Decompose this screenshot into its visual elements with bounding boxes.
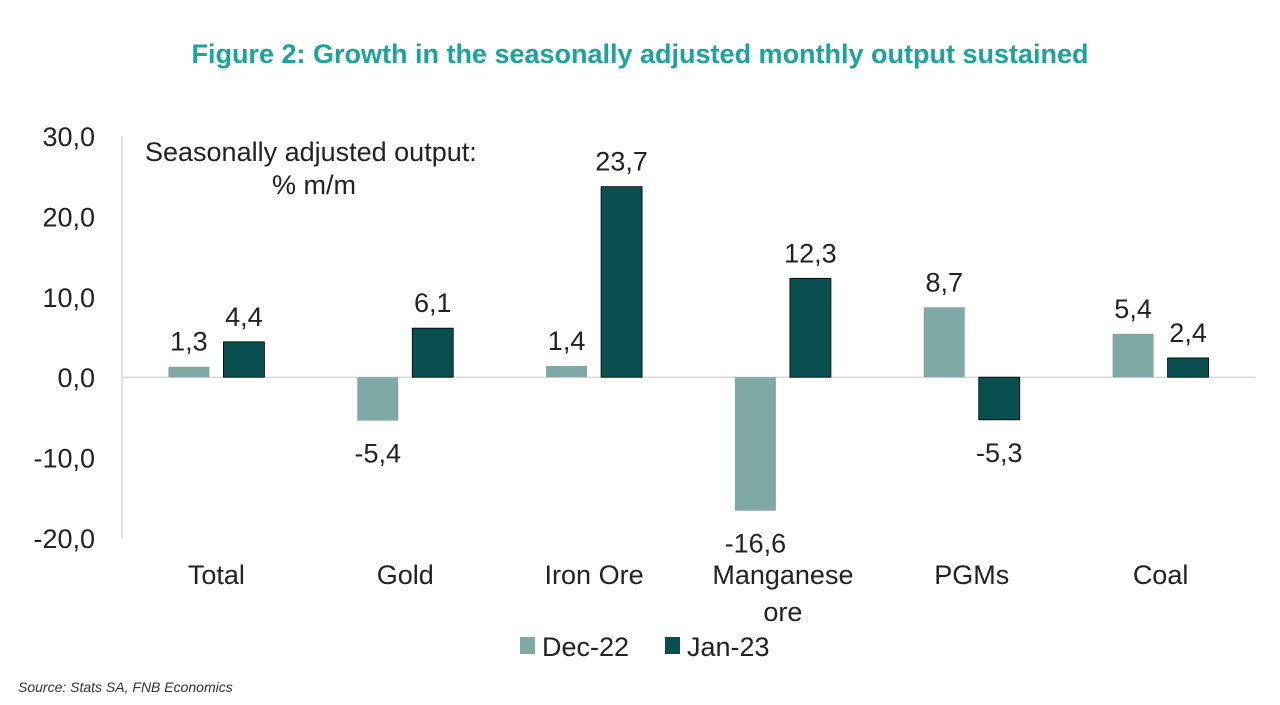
bar-jan-23 (1167, 357, 1209, 378)
bar-dec-22 (1112, 333, 1154, 378)
data-label: 4,4 (225, 302, 263, 332)
data-label: 1,4 (548, 326, 586, 356)
y-tick-label: -20,0 (33, 524, 95, 554)
data-label: 6,1 (414, 288, 452, 318)
y-tick-label: 10,0 (42, 283, 95, 313)
data-label: 8,7 (925, 267, 963, 297)
data-label: 5,4 (1114, 294, 1152, 324)
chart-annotation: Seasonally adjusted output: (145, 137, 477, 167)
bar-jan-23 (411, 327, 454, 378)
data-label: -5,4 (354, 439, 401, 469)
data-label: 12,3 (784, 238, 837, 268)
bar-jan-23 (789, 277, 832, 378)
chart-title: Figure 2: Growth in the seasonally adjus… (191, 39, 1088, 69)
bar-dec-22 (168, 366, 210, 378)
y-tick-label: 0,0 (57, 363, 95, 393)
legend-swatch (665, 637, 680, 654)
bar-jan-23 (223, 341, 265, 378)
data-label: -5,3 (976, 438, 1023, 468)
x-category-label: Gold (377, 560, 434, 590)
y-tick-label: 30,0 (42, 122, 95, 152)
y-tick-label: -10,0 (33, 444, 95, 474)
data-label: 23,7 (595, 147, 648, 177)
chart-annotation: % m/m (272, 170, 356, 200)
y-tick-label: 20,0 (42, 202, 95, 232)
x-category-label: Coal (1133, 560, 1189, 590)
x-category-label: Manganese (712, 560, 853, 590)
data-label: 1,3 (170, 327, 208, 357)
source-note: Source: Stats SA, FNB Economics (18, 679, 233, 695)
bar-dec-22 (546, 365, 588, 378)
legend-swatch (520, 637, 535, 654)
x-category-label: Iron Ore (545, 560, 644, 590)
data-label: 2,4 (1169, 318, 1207, 348)
bar-dec-22 (734, 377, 776, 511)
x-category-label: ore (763, 597, 802, 627)
x-category-label: PGMs (934, 560, 1009, 590)
x-category-label: Total (188, 560, 245, 590)
bar-dec-22 (357, 377, 399, 421)
legend-label: Jan-23 (687, 632, 770, 662)
data-label: -16,6 (725, 529, 787, 559)
bar-jan-23 (600, 186, 643, 378)
bar-dec-22 (923, 307, 965, 378)
bar-jan-23 (978, 376, 1021, 421)
legend-label: Dec-22 (542, 632, 629, 662)
